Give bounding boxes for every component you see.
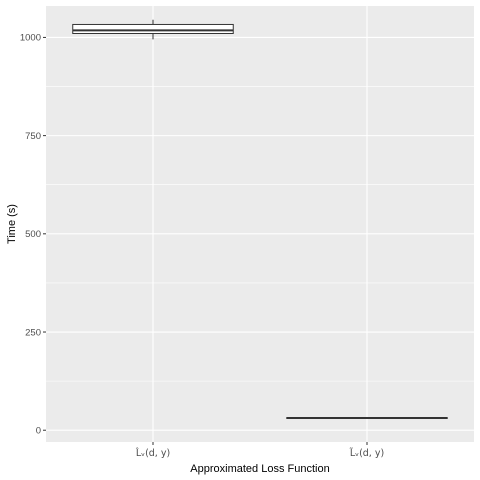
y-axis: 0 250 500 750 1000: [20, 33, 46, 437]
y-axis-title: Time (s): [6, 204, 18, 244]
y-tick-label: 0: [36, 426, 41, 437]
boxes: [72, 19, 448, 420]
x-axis: L̂ᵥ(d, y) L̃ᵥ(d, y): [136, 442, 385, 459]
y-tick-label: 1000: [20, 33, 41, 44]
y-tick-label: 500: [25, 229, 41, 240]
box-1: [72, 19, 234, 40]
box-2: [286, 417, 448, 420]
x-axis-title: Approximated Loss Function: [190, 463, 329, 475]
y-tick-label: 250: [25, 327, 41, 338]
plot-panel: [46, 6, 474, 442]
x-tick-label: L̂ᵥ(d, y): [136, 447, 171, 459]
y-tick-label: 750: [25, 131, 41, 142]
x-tick-label: L̃ᵥ(d, y): [350, 447, 385, 459]
box-iqr: [72, 23, 234, 34]
gridlines: [46, 6, 474, 442]
